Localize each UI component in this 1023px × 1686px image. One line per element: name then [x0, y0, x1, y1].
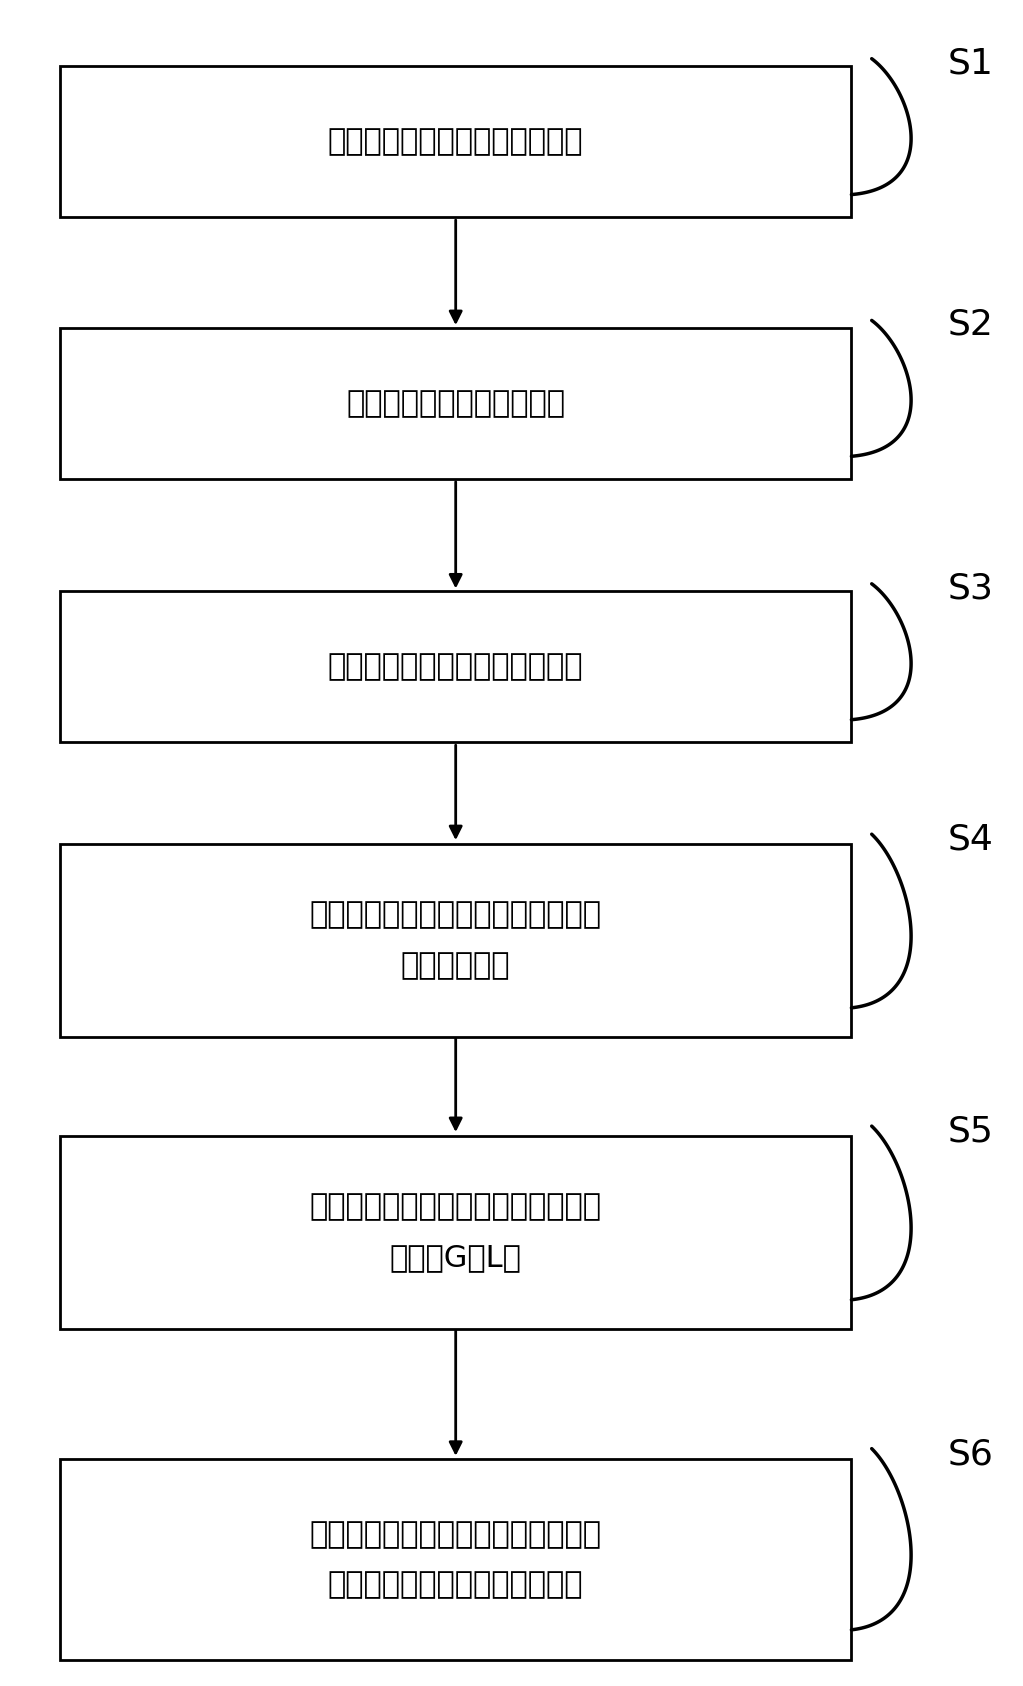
Text: 对叶绿素提取液图像进行预处理: 对叶绿素提取液图像进行预处理: [328, 126, 583, 157]
Text: 域内的G、L值: 域内的G、L值: [390, 1243, 522, 1271]
Text: S6: S6: [947, 1438, 993, 1472]
Text: 数选取经验函数计算叶绿素含量: 数选取经验函数计算叶绿素含量: [328, 1570, 583, 1598]
Text: S1: S1: [947, 46, 993, 81]
Text: 对初步构建区域链进行降噪处理: 对初步构建区域链进行降噪处理: [328, 652, 583, 681]
Text: S2: S2: [947, 309, 993, 342]
Text: 算有效区域链: 算有效区域链: [401, 951, 510, 980]
Bar: [60, 1458, 851, 1661]
Text: 对预处理后图像构建区域链: 对预处理后图像构建区域链: [346, 389, 565, 418]
Bar: [60, 329, 851, 479]
Text: S4: S4: [947, 823, 993, 856]
Text: S3: S3: [947, 572, 993, 605]
Text: 加载叶绿素提取液图像，计算有效区: 加载叶绿素提取液图像，计算有效区: [310, 1192, 602, 1222]
Bar: [60, 843, 851, 1037]
Bar: [60, 592, 851, 742]
Text: 定义有效区域，根据有效区域重新计: 定义有效区域，根据有效区域重新计: [310, 900, 602, 929]
Bar: [60, 1136, 851, 1329]
Text: 计算曝光强弱参数，依据曝光强弱参: 计算曝光强弱参数，依据曝光强弱参: [310, 1519, 602, 1549]
Text: S5: S5: [947, 1114, 993, 1148]
Bar: [60, 66, 851, 217]
